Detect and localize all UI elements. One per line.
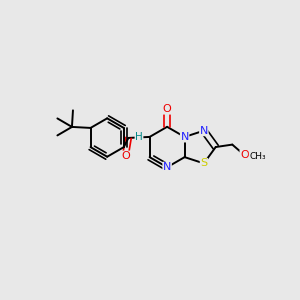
- Text: N: N: [180, 132, 189, 142]
- Text: N: N: [200, 126, 208, 136]
- Text: O: O: [240, 150, 249, 160]
- Text: S: S: [200, 158, 207, 168]
- Text: O: O: [121, 151, 130, 161]
- Text: N: N: [163, 162, 171, 172]
- Text: O: O: [163, 104, 172, 114]
- Text: H: H: [135, 132, 143, 142]
- Text: CH₃: CH₃: [249, 152, 266, 160]
